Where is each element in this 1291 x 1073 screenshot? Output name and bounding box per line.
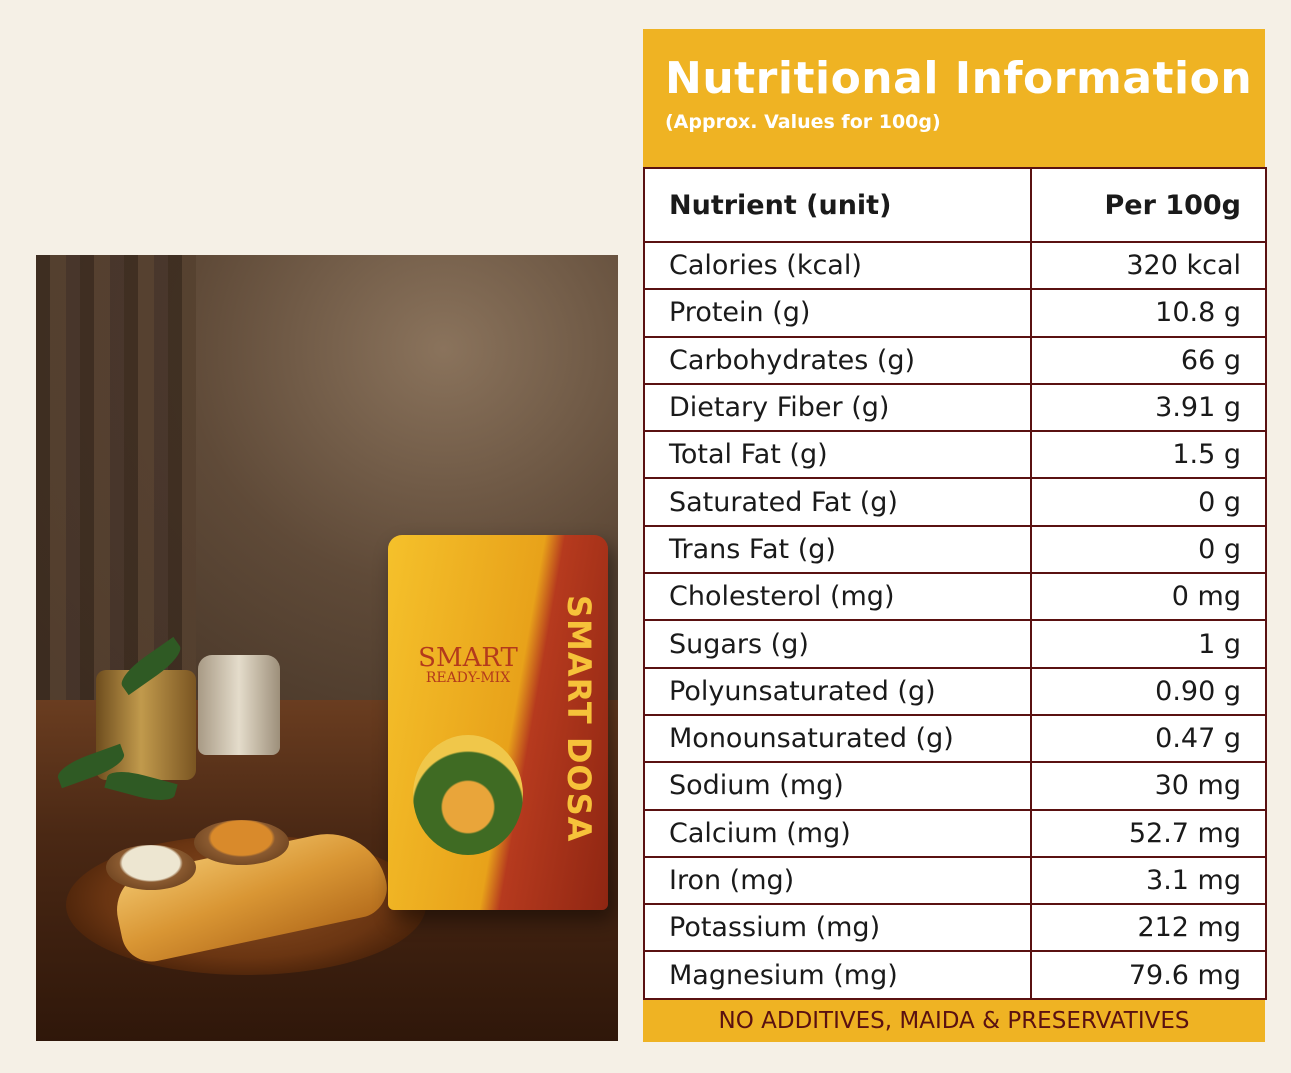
nutrient-value: 212 mg — [1030, 903, 1267, 953]
nutrient-name: Saturated Fat (g) — [643, 477, 1032, 527]
product-pack: SMART READY-MIX SMART DOSA — [388, 535, 608, 910]
panel-footer: NO ADDITIVES, MAIDA & PRESERVATIVES — [643, 999, 1265, 1042]
table-row: Sugars (g) 1 g — [643, 619, 1267, 669]
nutrient-value: 0 g — [1030, 524, 1267, 575]
nutrient-value: 66 g — [1030, 335, 1267, 385]
pack-brand: SMART — [418, 643, 518, 673]
chutney-bowl — [106, 845, 196, 890]
nutrient-value: 0 mg — [1030, 572, 1267, 622]
nutrition-table: Nutrient (unit) Per 100g Calories (kcal)… — [643, 167, 1267, 1000]
product-photo: SMART READY-MIX SMART DOSA — [36, 255, 618, 1041]
nutrient-value: 1.5 g — [1030, 430, 1267, 480]
nutrient-name: Trans Fat (g) — [643, 524, 1032, 575]
pack-dish-image — [413, 735, 523, 855]
nutrient-value: 0.90 g — [1030, 666, 1267, 716]
nutrient-name: Total Fat (g) — [643, 430, 1032, 480]
table-row: Carbohydrates (g) 66 g — [643, 335, 1267, 385]
pack-product-name: SMART DOSA — [560, 595, 598, 843]
table-row: Trans Fat (g) 0 g — [643, 524, 1267, 575]
table-row: Calcium (mg) 52.7 mg — [643, 808, 1267, 858]
ceramic-jar — [198, 655, 280, 755]
table-row: Monounsaturated (g) 0.47 g — [643, 713, 1267, 764]
nutrient-name: Iron (mg) — [643, 855, 1032, 906]
nutrient-name: Calories (kcal) — [643, 240, 1032, 291]
pack-brand-logo: SMART READY-MIX — [408, 645, 528, 685]
nutrient-value: 1 g — [1030, 619, 1267, 669]
table-row: Cholesterol (mg) 0 mg — [643, 572, 1267, 622]
header-per-100g: Per 100g — [1030, 167, 1267, 243]
nutrient-value: 52.7 mg — [1030, 808, 1267, 858]
table-row: Potassium (mg) 212 mg — [643, 903, 1267, 953]
table-row: Total Fat (g) 1.5 g — [643, 430, 1267, 480]
table-row: Sodium (mg) 30 mg — [643, 761, 1267, 811]
nutrient-name: Carbohydrates (g) — [643, 335, 1032, 385]
nutrient-value: 3.91 g — [1030, 382, 1267, 433]
nutrient-value: 320 kcal — [1030, 240, 1267, 291]
table-row: Dietary Fiber (g) 3.91 g — [643, 382, 1267, 433]
nutrient-name: Protein (g) — [643, 288, 1032, 338]
nutrient-name: Sugars (g) — [643, 619, 1032, 669]
nutrient-name: Cholesterol (mg) — [643, 572, 1032, 622]
panel-header: Nutritional Information (Approx. Values … — [643, 29, 1265, 167]
table-row: Polyunsaturated (g) 0.90 g — [643, 666, 1267, 716]
nutrition-panel: Nutritional Information (Approx. Values … — [643, 29, 1267, 1042]
table-header-row: Nutrient (unit) Per 100g — [643, 167, 1267, 243]
header-nutrient: Nutrient (unit) — [643, 167, 1032, 243]
nutrient-name: Calcium (mg) — [643, 808, 1032, 858]
nutrient-value: 0 g — [1030, 477, 1267, 527]
nutrient-value: 3.1 mg — [1030, 855, 1267, 906]
nutrient-name: Dietary Fiber (g) — [643, 382, 1032, 433]
nutrient-value: 0.47 g — [1030, 713, 1267, 764]
table-row: Iron (mg) 3.1 mg — [643, 855, 1267, 906]
nutrient-name: Magnesium (mg) — [643, 950, 1032, 1000]
table-row: Protein (g) 10.8 g — [643, 288, 1267, 338]
nutrient-name: Polyunsaturated (g) — [643, 666, 1032, 716]
nutrient-value: 79.6 mg — [1030, 950, 1267, 1000]
nutrient-value: 10.8 g — [1030, 288, 1267, 338]
nutrient-value: 30 mg — [1030, 761, 1267, 811]
nutrient-name: Sodium (mg) — [643, 761, 1032, 811]
nutrient-name: Monounsaturated (g) — [643, 713, 1032, 764]
table-row: Calories (kcal) 320 kcal — [643, 240, 1267, 291]
table-row: Saturated Fat (g) 0 g — [643, 477, 1267, 527]
nutrient-name: Potassium (mg) — [643, 903, 1032, 953]
table-row: Magnesium (mg) 79.6 mg — [643, 950, 1267, 1000]
panel-title: Nutritional Information — [665, 53, 1253, 104]
panel-subtitle: (Approx. Values for 100g) — [665, 111, 941, 133]
table-body: Calories (kcal) 320 kcal Protein (g) 10.8 g… — [643, 240, 1267, 1000]
sambar-bowl — [194, 820, 289, 865]
pack-brand-sub: READY-MIX — [425, 670, 511, 686]
